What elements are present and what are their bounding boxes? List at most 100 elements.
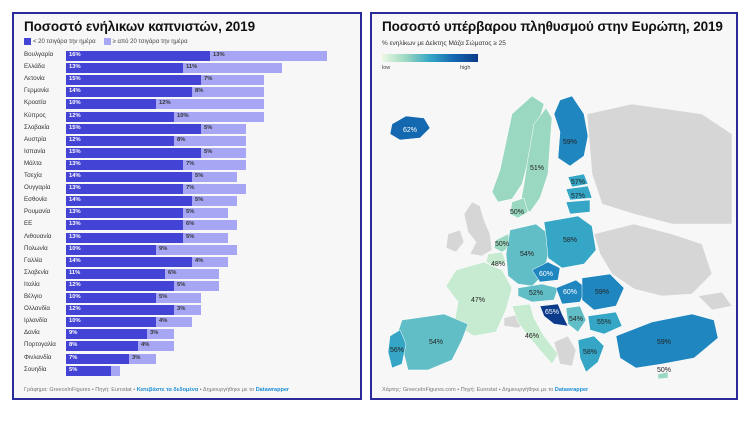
region-belgium[interactable] <box>485 251 507 267</box>
bar-value-label: 13% <box>69 160 81 167</box>
bar-value-label: 3% <box>177 306 186 313</box>
region-austria[interactable] <box>517 283 559 303</box>
region-greece[interactable] <box>577 335 605 373</box>
region-value-label: 60% <box>539 271 553 278</box>
bar-value-label: 5% <box>186 233 195 240</box>
region-croatia[interactable] <box>539 303 569 327</box>
chart-legend: < 20 τσιγάρα την ημέρα ≥ από 20 τσιγάρα … <box>24 38 188 45</box>
bar-row: Γερμανία 14% 8% <box>14 86 360 98</box>
bar-row: Ολλανδία 12% 3% <box>14 304 360 316</box>
bar-segment-20-plus <box>174 305 201 316</box>
region-turkey[interactable] <box>615 313 719 369</box>
datawrapper-link[interactable]: Datawrapper <box>554 387 589 393</box>
bar-row: Κροατία 10% 12% <box>14 98 360 110</box>
bar-row: Κύπρος 12% 10% <box>14 111 360 123</box>
region-sweden[interactable] <box>519 107 553 213</box>
bar-row: Βουλγαρία 16% 13% <box>14 50 360 62</box>
category-label: Κροατία <box>24 99 47 107</box>
download-data-link[interactable]: Κατεβάστε τα δεδομένα <box>136 387 199 393</box>
region-value-label: 65% <box>545 309 559 316</box>
bar-segment-under-20 <box>66 147 201 158</box>
map-footer: Χάρτης: GreeceInFigures.com • Πηγή: Euro… <box>382 387 588 393</box>
region-latvia[interactable] <box>565 185 593 201</box>
bar-value-label: 10% <box>69 318 81 325</box>
region-italy[interactable] <box>511 303 559 365</box>
bar-value-label: 10% <box>69 245 81 252</box>
map-subtitle: % ενηλίκων με Δείκτης Μάζα Σώματος ≥ 25 <box>382 40 506 47</box>
bar-value-label: 5% <box>159 294 168 300</box>
legend-label: < 20 τσιγάρα την ημέρα <box>33 38 96 45</box>
bar-value-label: 14% <box>69 88 81 95</box>
bar-value-label: 4% <box>195 257 204 264</box>
bar-value-label: 3% <box>132 354 141 361</box>
bar-segment-20-plus <box>165 268 219 279</box>
bar-segment-20-plus <box>201 75 264 86</box>
region-czechia[interactable] <box>531 261 561 283</box>
category-label: Ολλανδία <box>24 305 50 313</box>
category-label: Γερμανία <box>24 87 49 95</box>
bar-row: Πολωνία 10% 9% <box>14 244 360 256</box>
bar-segment-20-plus <box>201 147 246 158</box>
russia-north-shape <box>586 103 733 225</box>
region-poland[interactable] <box>543 215 597 269</box>
bar-value-label: 7% <box>186 160 195 167</box>
bar-segment-20-plus <box>156 317 192 328</box>
category-label: Σλοβακία <box>24 123 50 131</box>
bar-value-label: 9% <box>159 245 168 252</box>
uk-shape <box>463 201 493 257</box>
region-norway[interactable] <box>491 95 545 203</box>
category-label: Βέλγιο <box>24 293 42 300</box>
category-label: Ουγγαρία <box>24 184 51 192</box>
region-value-label: 50% <box>495 241 509 248</box>
chart-title: Ποσοστό ενήλικων καπνιστών, 2019 <box>24 19 256 34</box>
region-cyprus[interactable] <box>657 371 669 380</box>
region-romania[interactable] <box>581 273 625 311</box>
bar-value-label: 13% <box>69 233 81 240</box>
category-label: Ιρλανδία <box>24 317 48 325</box>
bar-value-label: 13% <box>69 64 81 71</box>
bar-value-label: 12% <box>69 112 81 119</box>
data-regions <box>387 95 719 380</box>
category-label: Εσθονία <box>24 196 47 204</box>
bar-row: Ιταλία 12% 5% <box>14 280 360 292</box>
region-value-label: 57% <box>571 193 585 200</box>
region-serbia[interactable] <box>565 305 587 333</box>
footer-made-with: • Δημιουργήθηκε με το <box>198 387 256 393</box>
category-label: Ρουμανία <box>24 208 51 216</box>
bar-segment-20-plus <box>138 341 174 352</box>
datawrapper-link[interactable]: Datawrapper <box>255 387 290 393</box>
region-estonia[interactable] <box>567 173 589 188</box>
legend-item-20-plus: ≥ από 20 τσιγάρα την ημέρα <box>103 38 188 45</box>
region-value-label: 58% <box>563 237 577 244</box>
region-lithuania[interactable] <box>565 199 591 215</box>
region-france[interactable] <box>445 261 513 337</box>
bar-value-label: 5% <box>204 124 213 131</box>
region-value-label: 50% <box>510 209 524 216</box>
region-finland[interactable] <box>553 95 589 167</box>
region-value-label: 50% <box>657 367 671 374</box>
region-denmark[interactable] <box>509 197 529 219</box>
bar-segment-under-20 <box>66 256 192 267</box>
bar-segment-20-plus <box>174 135 246 146</box>
bar-row: Σλοβενία 11% 6% <box>14 268 360 280</box>
bar-value-label: 4% <box>159 318 168 325</box>
color-scale-bar <box>382 54 478 62</box>
bar-segment-20-plus <box>201 123 246 134</box>
bar-segment-under-20 <box>66 111 174 122</box>
category-label: ΕΕ <box>24 220 33 228</box>
bar-value-label: 3% <box>150 330 159 337</box>
region-portugal[interactable] <box>387 329 407 369</box>
bar-value-label: 15% <box>69 76 81 83</box>
bar-segment-under-20 <box>66 329 147 340</box>
bar-value-label: 14% <box>69 173 81 179</box>
bar-row: Εσθονία 14% 5% <box>14 195 360 207</box>
bar-segment-under-20 <box>66 196 192 207</box>
region-value-label: 54% <box>429 339 443 346</box>
bar-value-label: 12% <box>69 306 81 313</box>
region-bulgaria[interactable] <box>587 311 623 335</box>
bar-value-label: 5% <box>195 173 204 179</box>
bar-value-label: 10% <box>69 100 81 107</box>
region-value-label: 57% <box>571 179 585 186</box>
no-data-regions <box>445 103 733 367</box>
region-iceland[interactable] <box>389 115 431 141</box>
